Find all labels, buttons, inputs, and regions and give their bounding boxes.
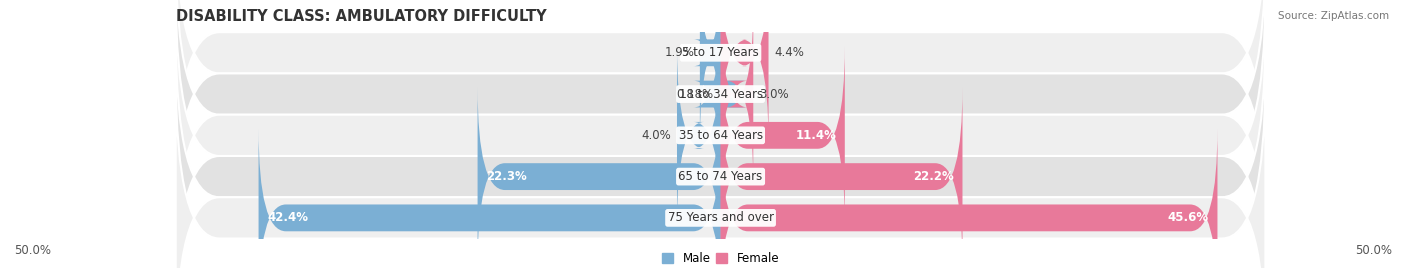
FancyBboxPatch shape bbox=[721, 87, 963, 266]
Text: 4.4%: 4.4% bbox=[773, 46, 804, 59]
FancyBboxPatch shape bbox=[478, 87, 721, 266]
Text: DISABILITY CLASS: AMBULATORY DIFFICULTY: DISABILITY CLASS: AMBULATORY DIFFICULTY bbox=[176, 9, 547, 24]
FancyBboxPatch shape bbox=[721, 46, 845, 225]
Text: 3.0%: 3.0% bbox=[759, 88, 789, 100]
FancyBboxPatch shape bbox=[693, 0, 727, 143]
Text: 35 to 64 Years: 35 to 64 Years bbox=[679, 129, 762, 142]
FancyBboxPatch shape bbox=[721, 4, 754, 184]
Text: 0.18%: 0.18% bbox=[676, 88, 713, 100]
FancyBboxPatch shape bbox=[678, 46, 721, 225]
Text: 42.4%: 42.4% bbox=[267, 211, 308, 224]
Text: Source: ZipAtlas.com: Source: ZipAtlas.com bbox=[1278, 11, 1389, 21]
Text: 45.6%: 45.6% bbox=[1167, 211, 1209, 224]
FancyBboxPatch shape bbox=[176, 0, 1265, 239]
FancyBboxPatch shape bbox=[176, 0, 1265, 197]
FancyBboxPatch shape bbox=[259, 128, 721, 268]
Text: 18 to 34 Years: 18 to 34 Years bbox=[679, 88, 762, 100]
Text: 1.9%: 1.9% bbox=[665, 46, 695, 59]
FancyBboxPatch shape bbox=[721, 128, 1218, 268]
Text: 75 Years and over: 75 Years and over bbox=[668, 211, 773, 224]
FancyBboxPatch shape bbox=[176, 0, 1265, 268]
Text: 65 to 74 Years: 65 to 74 Years bbox=[679, 170, 762, 183]
Text: 22.2%: 22.2% bbox=[912, 170, 953, 183]
FancyBboxPatch shape bbox=[693, 4, 745, 184]
FancyBboxPatch shape bbox=[176, 73, 1265, 268]
Text: 50.0%: 50.0% bbox=[1355, 244, 1392, 257]
Text: 50.0%: 50.0% bbox=[14, 244, 51, 257]
Legend: Male, Female: Male, Female bbox=[657, 247, 785, 268]
Text: 4.0%: 4.0% bbox=[641, 129, 672, 142]
Text: 5 to 17 Years: 5 to 17 Years bbox=[682, 46, 759, 59]
FancyBboxPatch shape bbox=[176, 32, 1265, 268]
Text: 11.4%: 11.4% bbox=[796, 129, 837, 142]
FancyBboxPatch shape bbox=[721, 0, 769, 143]
Text: 22.3%: 22.3% bbox=[486, 170, 527, 183]
